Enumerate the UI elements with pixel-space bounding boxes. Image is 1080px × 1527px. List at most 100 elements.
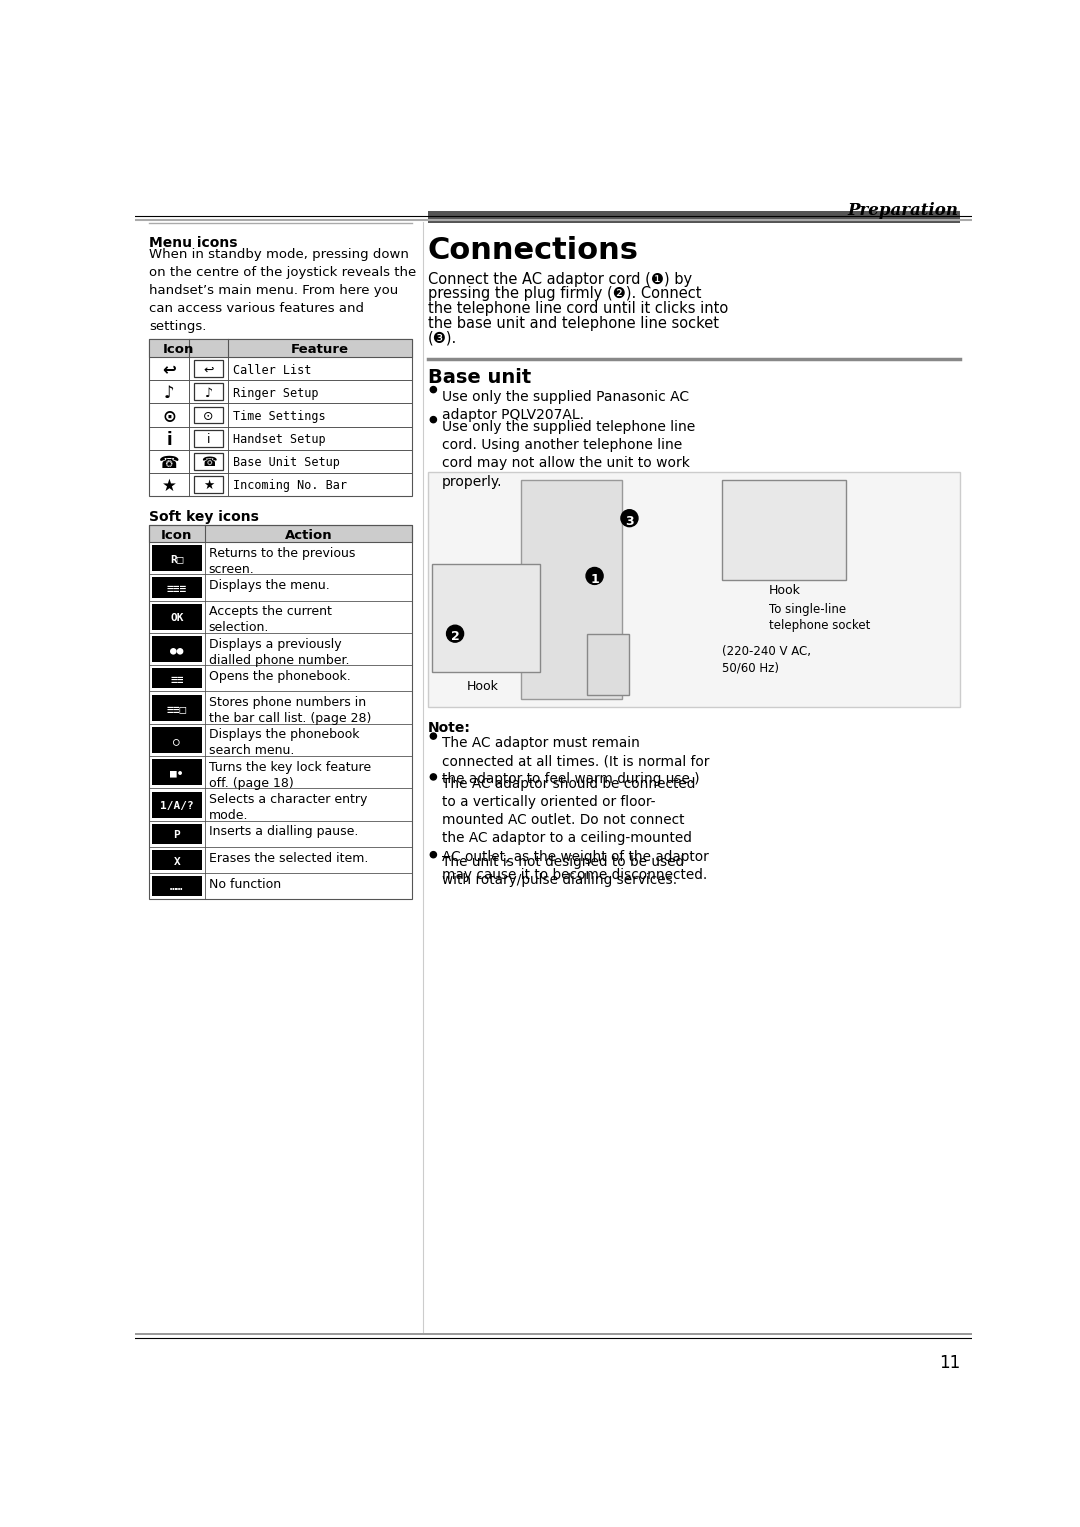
- Text: No function: No function: [208, 878, 281, 890]
- Text: The AC adaptor should be connected
to a vertically oriented or floor-
mounted AC: The AC adaptor should be connected to a …: [442, 777, 708, 881]
- Text: Caller List: Caller List: [232, 363, 311, 377]
- Bar: [149, 339, 413, 496]
- Text: 2: 2: [450, 631, 459, 643]
- Bar: [428, 472, 960, 707]
- Text: Icon: Icon: [161, 528, 192, 542]
- Text: i: i: [166, 431, 172, 449]
- Text: ☎: ☎: [201, 457, 216, 469]
- Text: (❸).: (❸).: [428, 330, 457, 345]
- Text: R□: R□: [171, 554, 184, 565]
- Circle shape: [586, 568, 603, 585]
- Text: Turns the key lock feature
off. (page 18): Turns the key lock feature off. (page 18…: [208, 760, 370, 789]
- Bar: [152, 759, 202, 785]
- Circle shape: [446, 625, 463, 643]
- Bar: [152, 577, 202, 597]
- Circle shape: [621, 510, 638, 527]
- Text: Menu icons: Menu icons: [149, 235, 238, 249]
- Bar: [149, 525, 413, 542]
- Text: ★: ★: [162, 476, 176, 495]
- Bar: [428, 211, 960, 223]
- Text: To single-line
telephone socket: To single-line telephone socket: [769, 603, 870, 632]
- Text: Base Unit Setup: Base Unit Setup: [232, 457, 339, 469]
- Text: Note:: Note:: [428, 721, 471, 734]
- Text: 1: 1: [590, 573, 599, 585]
- Text: The AC adaptor must remain
connected at all times. (It is normal for
the adaptor: The AC adaptor must remain connected at …: [442, 736, 710, 786]
- Bar: [194, 476, 224, 493]
- Text: ♪: ♪: [164, 385, 174, 403]
- Text: Action: Action: [285, 528, 333, 542]
- Text: Displays a previously
dialled phone number.: Displays a previously dialled phone numb…: [208, 638, 349, 667]
- Text: Accepts the current
selection.: Accepts the current selection.: [208, 605, 332, 634]
- Text: Use only the supplied Panasonic AC
adaptor PQLV207AL.: Use only the supplied Panasonic AC adapt…: [442, 389, 689, 421]
- Text: 3: 3: [625, 515, 634, 528]
- Bar: [194, 360, 224, 377]
- Bar: [152, 695, 202, 721]
- Text: Soft key icons: Soft key icons: [149, 510, 259, 524]
- Text: ★: ★: [203, 479, 214, 492]
- Text: Opens the phonebook.: Opens the phonebook.: [208, 670, 350, 683]
- Text: Displays the menu.: Displays the menu.: [208, 579, 329, 592]
- Text: ≡≡□: ≡≡□: [166, 704, 187, 715]
- Text: pressing the plug firmly (❷). Connect: pressing the plug firmly (❷). Connect: [428, 287, 701, 301]
- Text: Selects a character entry
mode.: Selects a character entry mode.: [208, 793, 367, 822]
- Bar: [152, 825, 202, 844]
- Bar: [152, 851, 202, 870]
- Text: When in standby mode, pressing down
on the centre of the joystick reveals the
ha: When in standby mode, pressing down on t…: [149, 247, 416, 333]
- Text: ☎: ☎: [159, 454, 179, 472]
- Bar: [194, 383, 224, 400]
- Text: P: P: [174, 831, 180, 840]
- Text: OK: OK: [171, 614, 184, 623]
- Text: X: X: [174, 857, 180, 867]
- Bar: [521, 479, 622, 699]
- Text: Handset Setup: Handset Setup: [232, 434, 325, 446]
- Bar: [152, 669, 202, 689]
- Bar: [152, 637, 202, 663]
- Text: the base unit and telephone line socket: the base unit and telephone line socket: [428, 316, 719, 331]
- Text: Base unit: Base unit: [428, 368, 531, 386]
- Text: Inserts a dialling pause.: Inserts a dialling pause.: [208, 826, 357, 838]
- Text: the telephone line cord until it clicks into: the telephone line cord until it clicks …: [428, 301, 728, 316]
- Bar: [194, 406, 224, 423]
- Bar: [723, 479, 847, 580]
- Text: Time Settings: Time Settings: [232, 411, 325, 423]
- Text: Connections: Connections: [428, 235, 639, 264]
- Text: Use only the supplied telephone line
cord. Using another telephone line
cord may: Use only the supplied telephone line cor…: [442, 420, 696, 489]
- Bar: [432, 565, 540, 672]
- Text: ↩: ↩: [203, 363, 214, 377]
- Text: (220-240 V AC,
50/60 Hz): (220-240 V AC, 50/60 Hz): [723, 646, 811, 675]
- Text: Hook: Hook: [769, 583, 801, 597]
- Text: Incoming No. Bar: Incoming No. Bar: [232, 479, 347, 492]
- Circle shape: [430, 774, 436, 780]
- Text: ○: ○: [174, 736, 180, 747]
- Text: Erases the selected item.: Erases the selected item.: [208, 852, 368, 864]
- Text: ≡≡≡: ≡≡≡: [166, 583, 187, 594]
- Text: Icon: Icon: [163, 344, 194, 356]
- Text: The unit is not designed to be used
with rotary/pulse dialling services.: The unit is not designed to be used with…: [442, 855, 684, 887]
- Text: ●●: ●●: [171, 646, 184, 655]
- Circle shape: [430, 417, 436, 423]
- Bar: [149, 339, 413, 357]
- Circle shape: [430, 386, 436, 392]
- Text: Displays the phonebook
search menu.: Displays the phonebook search menu.: [208, 728, 360, 757]
- Text: 1/A/?: 1/A/?: [160, 802, 193, 811]
- Text: ⊙: ⊙: [203, 411, 214, 423]
- Text: 11: 11: [940, 1353, 960, 1371]
- Bar: [152, 603, 202, 629]
- Text: i: i: [207, 434, 211, 446]
- Bar: [149, 525, 413, 899]
- Text: Stores phone numbers in
the bar call list. (page 28): Stores phone numbers in the bar call lis…: [208, 696, 372, 725]
- Circle shape: [430, 852, 436, 858]
- Bar: [152, 876, 202, 896]
- Bar: [194, 452, 224, 470]
- Text: Feature: Feature: [292, 344, 349, 356]
- Text: ↩: ↩: [162, 362, 176, 379]
- Bar: [152, 727, 202, 753]
- Text: Hook: Hook: [467, 680, 498, 693]
- Text: Connect the AC adaptor cord (❶) by: Connect the AC adaptor cord (❶) by: [428, 272, 692, 287]
- Text: ⋯⋯: ⋯⋯: [171, 883, 184, 893]
- Bar: [194, 429, 224, 446]
- Text: Preparation: Preparation: [847, 203, 958, 220]
- Text: ♪: ♪: [204, 386, 213, 400]
- Text: ≡≡: ≡≡: [171, 675, 184, 686]
- Bar: [586, 634, 630, 695]
